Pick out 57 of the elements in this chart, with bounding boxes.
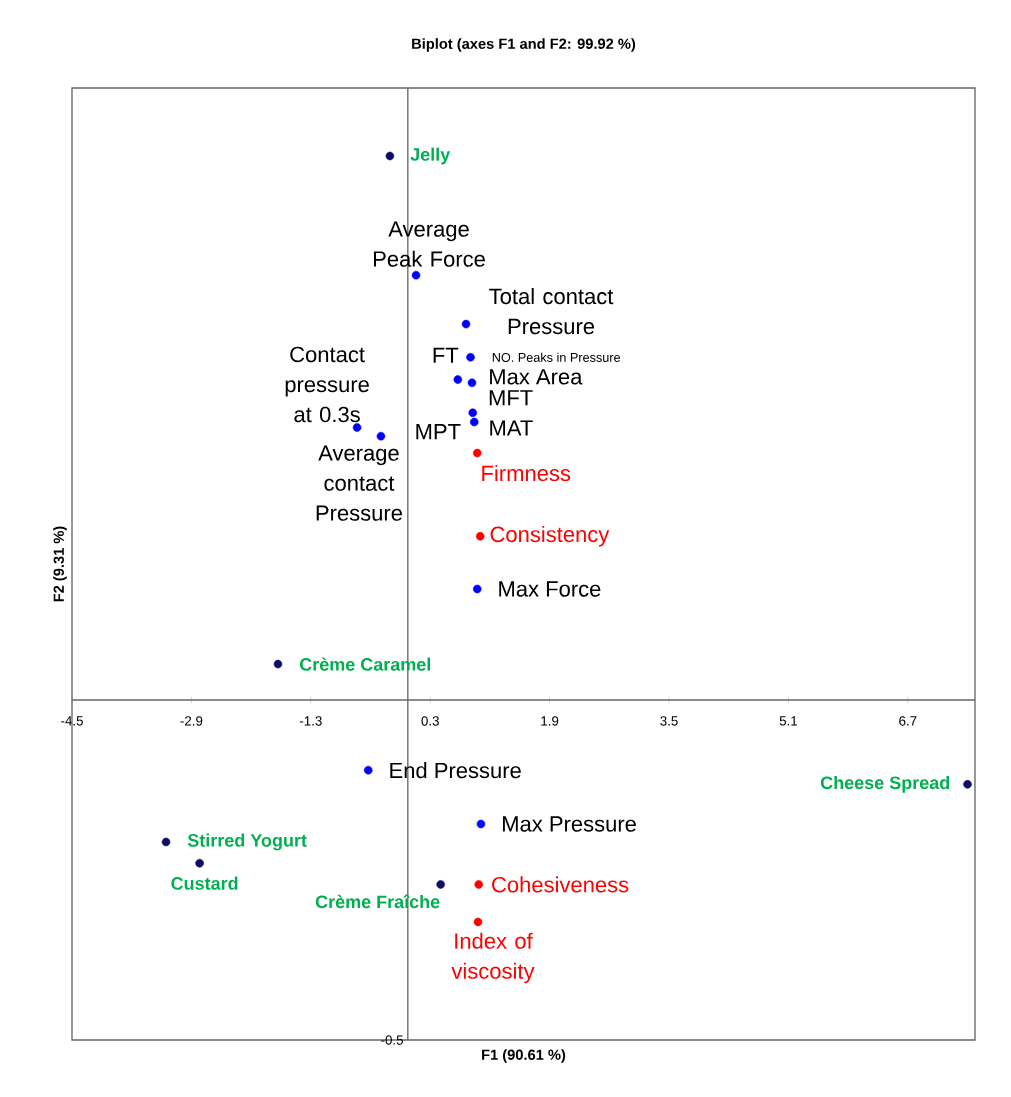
annotation: Cheese Spread [820, 775, 950, 793]
annotation: NO. Peaks in Pressure [492, 352, 621, 362]
annotation: Stirred Yogurt [187, 833, 307, 851]
annotation: End Pressure [390, 762, 521, 779]
annotation: Contact pressure at 0.3s [285, 346, 369, 423]
annotation: Firmness [482, 464, 571, 482]
annotation: MAT [490, 420, 533, 436]
text: -0.5 [381, 1035, 403, 1045]
point [472, 584, 482, 594]
point [468, 408, 478, 418]
point [476, 819, 486, 829]
annotation: Cohesiveness [492, 876, 629, 893]
text: F1 (90.61 %) [482, 1049, 566, 1063]
annotation: Crème Fraîche [315, 894, 440, 909]
point [466, 353, 475, 362]
x-tick-label: -2.9 [180, 716, 203, 726]
point [364, 765, 373, 775]
annotation: Max Pressure [503, 816, 636, 832]
x-tick-label: 5.1 [779, 716, 798, 726]
x-tick-label: 0.3 [421, 716, 439, 726]
annotation: Custard [171, 876, 238, 890]
point [453, 375, 463, 384]
point [467, 378, 477, 388]
point [472, 448, 482, 458]
point [376, 431, 386, 441]
chart-title: Biplot (axes F1 and F2: 99.92 %) [412, 38, 636, 52]
point [474, 880, 483, 889]
annotation: Average Peak Force [373, 221, 485, 267]
annotation: Max Force [499, 581, 601, 597]
point [195, 858, 204, 868]
point [161, 837, 171, 847]
point [963, 780, 972, 789]
point [411, 270, 421, 280]
point [461, 319, 471, 329]
annotation: Index of viscosity [451, 932, 535, 984]
point [352, 423, 362, 432]
x-tick-label: -4.5 [61, 716, 83, 726]
x-tick-label: -1.3 [299, 716, 322, 726]
x-tick-label: 3.5 [660, 716, 678, 726]
point [473, 917, 483, 927]
annotation: MFT [489, 390, 533, 406]
annotation: Consistency [490, 526, 610, 547]
point [436, 880, 445, 889]
point [469, 417, 479, 427]
annotation: Jelly [410, 147, 451, 165]
point [273, 659, 283, 669]
annotation: Average contact Pressure [316, 445, 402, 521]
annotation: MPT [416, 424, 461, 440]
y-axis-title: F2 (9.31 %) [53, 526, 67, 602]
annotation: Crème Caramel [299, 657, 430, 671]
annotation: Max Area [490, 369, 583, 385]
annotation: Total contact Pressure [489, 288, 614, 335]
annotation: FT [433, 347, 459, 363]
point [385, 151, 395, 161]
point [475, 531, 485, 541]
x-tick-label: 1.9 [541, 716, 559, 726]
x-tick-label: 6.7 [899, 716, 917, 726]
